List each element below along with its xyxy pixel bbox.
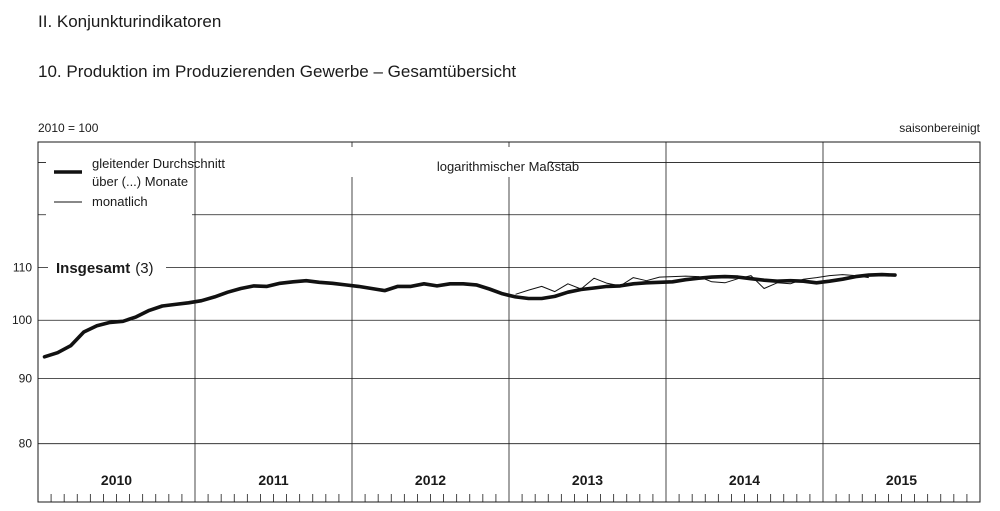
y-tick-label: 80 xyxy=(19,437,33,451)
legend-background xyxy=(46,146,192,216)
series-label-background xyxy=(48,254,166,280)
year-label: 2012 xyxy=(415,472,446,488)
series-label: Insgesamt (3) xyxy=(56,260,154,277)
y-axis: 80 90 100 110 xyxy=(12,260,32,450)
y-tick-label: 90 xyxy=(19,372,33,386)
scale-note: logarithmischer Maßstab xyxy=(437,159,579,174)
legend-label-monthly: monatlich xyxy=(92,194,148,209)
series-label-note: (3) xyxy=(135,260,153,277)
series-monthly xyxy=(515,274,869,295)
grid xyxy=(38,142,980,502)
adjustment-label: saisonbereinigt xyxy=(899,121,980,135)
y-tick-label: 110 xyxy=(13,260,32,274)
legend-label-moving-average: gleitender Durchschnitt xyxy=(92,156,225,171)
legend: gleitender Durchschnitt über (...) Monat… xyxy=(54,156,225,209)
year-label: 2014 xyxy=(729,472,760,488)
series-moving-average xyxy=(42,272,897,359)
series-label-name: Insgesamt xyxy=(56,260,130,277)
legend-label-moving-average-cont: über (...) Monate xyxy=(92,174,188,189)
year-label: 2010 xyxy=(101,472,132,488)
scale-note-background xyxy=(196,147,548,177)
year-label: 2013 xyxy=(572,472,603,488)
year-label: 2015 xyxy=(886,472,917,488)
section-title: II. Konjunkturindikatoren xyxy=(38,12,222,31)
x-axis: 2010 2011 2012 2013 2014 2015 xyxy=(50,472,968,502)
chart-title: 10. Produktion im Produzierenden Gewerbe… xyxy=(38,62,517,81)
plot-frame xyxy=(37,141,981,503)
y-tick-label: 100 xyxy=(12,313,32,327)
base-label: 2010 = 100 xyxy=(38,121,99,135)
year-label: 2011 xyxy=(258,472,289,488)
